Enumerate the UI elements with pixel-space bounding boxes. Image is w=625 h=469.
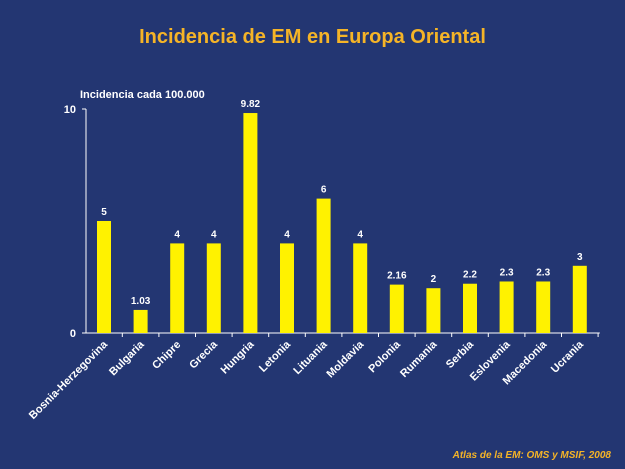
bar-1 <box>133 309 148 333</box>
bar-7 <box>353 243 368 333</box>
bar-6 <box>316 198 331 333</box>
data-label-7: 4 <box>357 229 363 240</box>
bar-0 <box>97 221 111 333</box>
bar-12 <box>536 281 551 333</box>
data-label-10: 2.2 <box>463 270 477 281</box>
data-label-5: 4 <box>284 229 290 240</box>
bar-2 <box>170 243 185 333</box>
data-label-3: 4 <box>211 229 217 240</box>
data-label-9: 2 <box>431 274 437 285</box>
bar-3 <box>206 243 221 333</box>
data-label-0: 5 <box>101 207 107 218</box>
y-axis-label: Incidencia cada 100.000 <box>80 89 205 101</box>
data-label-1: 1.03 <box>131 296 151 307</box>
x-tick-label-1: Bulgaria <box>107 338 147 378</box>
x-tick-label-7: Moldavia <box>325 338 367 380</box>
bar-8 <box>389 284 404 333</box>
data-label-6: 6 <box>321 185 327 196</box>
data-label-4: 9.82 <box>241 99 261 110</box>
chart-title: Incidencia de EM en Europa Oriental <box>139 26 486 48</box>
data-label-11: 2.3 <box>500 267 514 278</box>
bar-9 <box>426 288 441 333</box>
bar-10 <box>463 283 477 333</box>
x-tick-label-0: Bosnia-Herzegovina <box>27 338 111 422</box>
x-tick-label-8: Polonia <box>366 338 403 375</box>
x-tick-label-10: Serbia <box>444 338 477 371</box>
data-label-8: 2.16 <box>387 271 407 282</box>
x-tick-label-2: Chipre <box>150 339 183 372</box>
y-tick-label: 0 <box>70 328 76 340</box>
source-note: Atlas de la EM: OMS y MSIF, 2008 <box>452 450 611 461</box>
bar-5 <box>280 243 294 333</box>
data-label-12: 2.3 <box>536 267 550 278</box>
y-tick-label: 10 <box>64 104 76 116</box>
bar-13 <box>572 265 587 333</box>
data-label-13: 3 <box>577 252 583 263</box>
x-tick-label-4: Hungria <box>219 338 257 376</box>
x-tick-label-5: Letonia <box>257 338 294 375</box>
x-tick-label-13: Ucrania <box>549 338 587 376</box>
bar-11 <box>499 281 514 333</box>
data-label-2: 4 <box>174 229 180 240</box>
x-tick-label-3: Grecia <box>187 338 220 371</box>
bar-4 <box>243 113 258 333</box>
x-tick-label-9: Rumania <box>398 338 440 380</box>
